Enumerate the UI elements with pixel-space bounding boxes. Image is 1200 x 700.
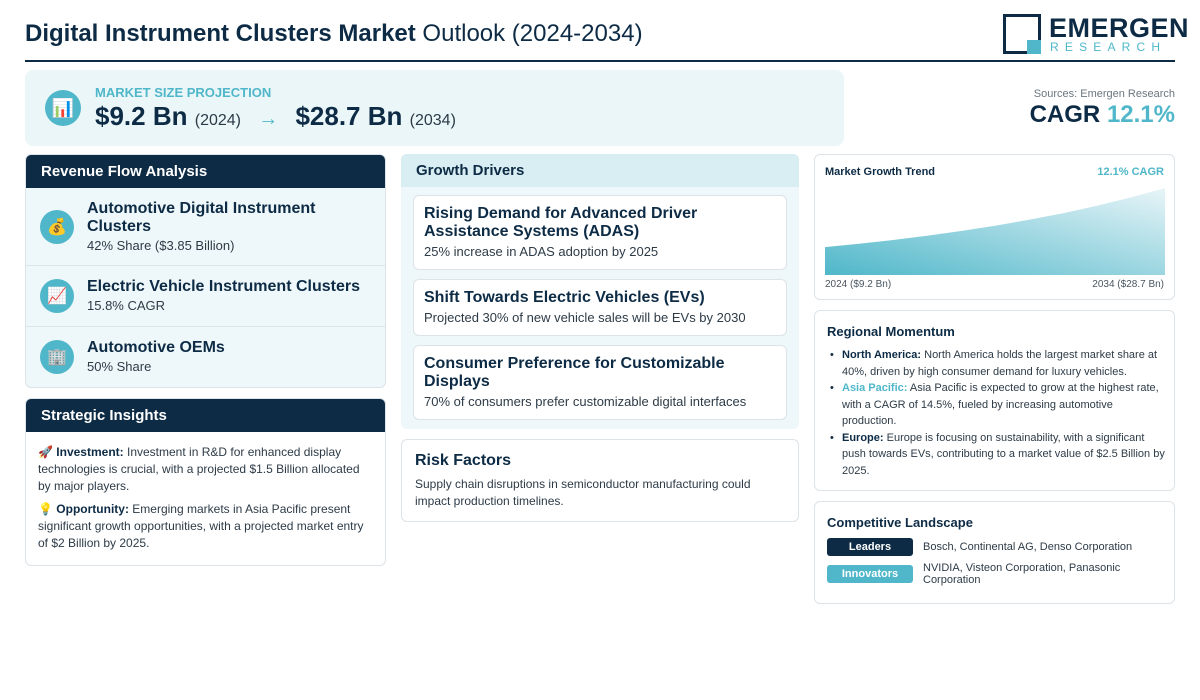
regional-momentum-card: Regional Momentum North America: North A… bbox=[814, 310, 1175, 491]
office-building-icon: 🏢 bbox=[40, 340, 74, 374]
trend-start-label: 2024 ($9.2 Bn) bbox=[825, 279, 892, 290]
risk-factors-title: Risk Factors bbox=[415, 452, 512, 469]
innovators-badge: Innovators bbox=[827, 565, 913, 583]
driver-item: Consumer Preference for Customizable Dis… bbox=[413, 345, 787, 420]
page-title-rest: Outlook (2024-2034) bbox=[422, 20, 643, 47]
page-title-bold: Digital Instrument Clusters Market bbox=[25, 20, 416, 47]
region-label: North America: bbox=[842, 349, 922, 361]
arrow-right-icon: → bbox=[258, 108, 279, 130]
sources-text: Sources: Emergen Research bbox=[1033, 88, 1175, 100]
leaders-badge: Leaders bbox=[827, 538, 913, 556]
growth-trend-title: Market Growth Trend bbox=[825, 166, 936, 178]
market-size-panel: 📊 MARKET SIZE PROJECTION $9.2 Bn (2024) … bbox=[25, 70, 844, 146]
regional-momentum-title: Regional Momentum bbox=[827, 324, 955, 339]
revenue-item-title: Electric Vehicle Instrument Clusters bbox=[87, 278, 360, 295]
region-item: Europe: Europe is focusing on sustainabi… bbox=[827, 430, 1167, 480]
insight-text: Emerging markets in Asia Pacific present… bbox=[38, 502, 364, 550]
cagr-label: CAGR bbox=[1029, 101, 1101, 128]
driver-title: Rising Demand for Advanced Driver Assist… bbox=[424, 205, 698, 240]
region-item: Asia Pacific: Asia Pacific is expected t… bbox=[827, 380, 1167, 430]
innovators-list: NVIDIA, Visteon Corporation, Panasonic C… bbox=[923, 562, 1121, 586]
revenue-item: 🏢 Automotive OEMs 50% Share bbox=[26, 327, 385, 387]
insight-item: 🚀 Investment: Investment in R&D for enha… bbox=[38, 444, 373, 495]
growth-trend-cagr: 12.1% CAGR bbox=[1097, 166, 1164, 178]
competitive-landscape-card: Competitive Landscape Leaders Bosch, Con… bbox=[814, 501, 1175, 604]
start-value: $9.2 Bn bbox=[95, 101, 188, 131]
growth-trend-card: Market Growth Trend 12.1% CAGR 2024 ($9.… bbox=[814, 154, 1175, 300]
competitive-landscape-title: Competitive Landscape bbox=[827, 515, 973, 530]
region-text: Europe is focusing on sustainability, wi… bbox=[842, 431, 1165, 477]
growth-drivers-card: Growth Drivers Rising Demand for Advance… bbox=[401, 154, 799, 429]
strategic-insights-title: Strategic Insights bbox=[26, 399, 385, 432]
revenue-item: 📈 Electric Vehicle Instrument Clusters 1… bbox=[26, 266, 385, 327]
revenue-item-title: Automotive OEMs bbox=[87, 339, 225, 356]
driver-sub: Projected 30% of new vehicle sales will … bbox=[424, 310, 746, 325]
revenue-item-title: Automotive Digital Instrument Clusters bbox=[87, 200, 316, 235]
end-value: $28.7 Bn bbox=[295, 101, 403, 131]
revenue-flow-title: Revenue Flow Analysis bbox=[26, 155, 385, 188]
revenue-item-sub: 42% Share ($3.85 Billion) bbox=[87, 238, 235, 253]
growth-drivers-title: Growth Drivers bbox=[401, 154, 799, 187]
end-year: (2034) bbox=[409, 112, 456, 129]
insight-item: 💡 Opportunity: Emerging markets in Asia … bbox=[38, 501, 373, 552]
region-item: North America: North America holds the l… bbox=[827, 347, 1167, 380]
driver-sub: 25% increase in ADAS adoption by 2025 bbox=[424, 244, 659, 259]
lightbulb-icon: 💡 bbox=[38, 502, 53, 516]
start-year: (2024) bbox=[194, 112, 241, 129]
region-text: Asia Pacific is expected to grow at the … bbox=[842, 382, 1159, 427]
revenue-flow-card: Revenue Flow Analysis 💰 Automotive Digit… bbox=[25, 154, 386, 388]
chart-icon: 📊 bbox=[45, 90, 81, 126]
trend-area bbox=[825, 188, 1165, 275]
market-size-label: MARKET SIZE PROJECTION bbox=[95, 85, 272, 100]
trend-up-icon: 📈 bbox=[40, 279, 74, 313]
emergen-logo: EMERGEN RESEARCH bbox=[1003, 14, 1189, 56]
rocket-icon: 🚀 bbox=[38, 445, 53, 459]
page-header: Digital Instrument Clusters Market Outlo… bbox=[25, 12, 1189, 62]
insight-text: Investment in R&D for enhanced display t… bbox=[38, 445, 360, 493]
money-bag-icon: 💰 bbox=[40, 210, 74, 244]
revenue-item: 💰 Automotive Digital Instrument Clusters… bbox=[26, 188, 385, 266]
region-label: Asia Pacific: bbox=[842, 382, 908, 394]
driver-title: Shift Towards Electric Vehicles (EVs) bbox=[424, 289, 705, 306]
trend-end-label: 2034 ($28.7 Bn) bbox=[1092, 279, 1164, 290]
cagr-display: CAGR 12.1% bbox=[1030, 101, 1175, 129]
driver-title: Consumer Preference for Customizable Dis… bbox=[424, 355, 725, 390]
region-label: Europe: bbox=[842, 431, 884, 444]
region-text: North America holds the largest market s… bbox=[842, 349, 1158, 378]
strategic-insights-card: Strategic Insights 🚀 Investment: Investm… bbox=[25, 398, 386, 566]
cagr-value: 12.1% bbox=[1106, 101, 1175, 128]
market-size-values: $9.2 Bn (2024) → $28.7 Bn (2034) bbox=[95, 101, 456, 132]
revenue-item-sub: 50% Share bbox=[87, 359, 152, 374]
logo-mark-icon bbox=[1003, 14, 1041, 54]
growth-trend-chart bbox=[825, 188, 1165, 275]
insight-label: Opportunity: bbox=[56, 502, 129, 516]
logo-wordmark: EMERGEN bbox=[1049, 13, 1190, 43]
regional-list: North America: North America holds the l… bbox=[827, 347, 1167, 479]
insight-label: Investment: bbox=[56, 445, 124, 459]
risk-factors-text: Supply chain disruptions in semiconducto… bbox=[415, 477, 751, 508]
driver-item: Rising Demand for Advanced Driver Assist… bbox=[413, 195, 787, 270]
leaders-list: Bosch, Continental AG, Denso Corporation bbox=[923, 541, 1133, 553]
driver-item: Shift Towards Electric Vehicles (EVs) Pr… bbox=[413, 279, 787, 336]
page-title: Digital Instrument Clusters Market Outlo… bbox=[25, 20, 643, 48]
revenue-item-sub: 15.8% CAGR bbox=[87, 298, 166, 313]
logo-subtext: RESEARCH bbox=[1050, 40, 1167, 54]
risk-factors-card: Risk Factors Supply chain disruptions in… bbox=[401, 439, 799, 522]
driver-sub: 70% of consumers prefer customizable dig… bbox=[424, 394, 747, 409]
